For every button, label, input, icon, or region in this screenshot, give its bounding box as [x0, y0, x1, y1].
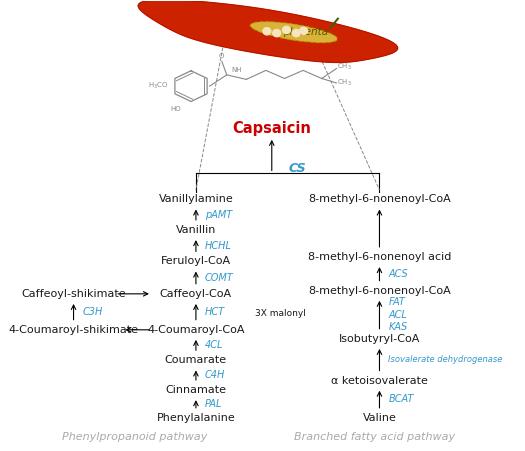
Text: C3H: C3H	[82, 307, 103, 317]
Text: COMT: COMT	[205, 273, 234, 283]
Text: 4CL: 4CL	[205, 340, 223, 350]
Text: Phenylpropanoid pathway: Phenylpropanoid pathway	[62, 432, 207, 442]
Text: Phenylalanine: Phenylalanine	[156, 413, 235, 423]
Text: KAS: KAS	[388, 322, 407, 332]
Text: Feruloyl-CoA: Feruloyl-CoA	[161, 257, 231, 267]
Text: 4-Coumaroyl-shikimate: 4-Coumaroyl-shikimate	[8, 325, 139, 335]
Text: HO: HO	[170, 106, 181, 112]
Text: α ketoisovalerate: α ketoisovalerate	[331, 376, 428, 386]
Text: Vanillylamine: Vanillylamine	[159, 194, 233, 204]
Text: Coumarate: Coumarate	[165, 355, 227, 365]
Circle shape	[273, 29, 280, 37]
Text: BCAT: BCAT	[388, 394, 414, 404]
Text: pAMT: pAMT	[205, 210, 232, 220]
Text: CH$_3$: CH$_3$	[338, 62, 352, 72]
Text: HCHL: HCHL	[205, 241, 232, 251]
Text: O: O	[218, 53, 224, 59]
Polygon shape	[138, 0, 397, 62]
Text: Isovalerate dehydrogenase: Isovalerate dehydrogenase	[388, 355, 502, 364]
Text: placenta: placenta	[284, 27, 329, 37]
Text: ACS: ACS	[388, 269, 408, 279]
Circle shape	[263, 28, 271, 35]
Text: FAT: FAT	[388, 297, 405, 307]
Text: Branched fatty acid pathway: Branched fatty acid pathway	[294, 432, 455, 442]
Text: Valine: Valine	[363, 413, 396, 423]
Text: CH$_3$: CH$_3$	[338, 78, 352, 88]
Text: Capsaicin: Capsaicin	[233, 121, 311, 136]
Text: Cinnamate: Cinnamate	[165, 385, 226, 395]
Text: CS: CS	[289, 162, 307, 175]
Text: 8-methyl-6-nonenoyl acid: 8-methyl-6-nonenoyl acid	[308, 252, 451, 262]
Text: Caffeoyl-CoA: Caffeoyl-CoA	[160, 289, 232, 299]
Ellipse shape	[250, 22, 337, 43]
Text: 3X malonyl: 3X malonyl	[255, 308, 306, 318]
Text: Caffeoyl-shikimate: Caffeoyl-shikimate	[21, 289, 126, 299]
Text: 4-Coumaroyl-CoA: 4-Coumaroyl-CoA	[147, 325, 245, 335]
Circle shape	[282, 26, 290, 33]
Text: NH: NH	[232, 67, 242, 73]
Text: C4H: C4H	[205, 370, 225, 380]
Text: Isobutyryl-CoA: Isobutyryl-CoA	[339, 334, 420, 344]
Text: 8-methyl-6-nonenoyl-CoA: 8-methyl-6-nonenoyl-CoA	[308, 194, 451, 204]
Text: 8-methyl-6-nonenoyl-CoA: 8-methyl-6-nonenoyl-CoA	[308, 285, 451, 296]
Text: PAL: PAL	[205, 399, 222, 409]
Circle shape	[292, 29, 300, 37]
Text: Vanillin: Vanillin	[176, 225, 216, 235]
Text: H$_3$CO: H$_3$CO	[148, 81, 168, 91]
Text: ACL: ACL	[388, 310, 407, 320]
Text: HCT: HCT	[205, 307, 225, 317]
Circle shape	[300, 27, 308, 34]
